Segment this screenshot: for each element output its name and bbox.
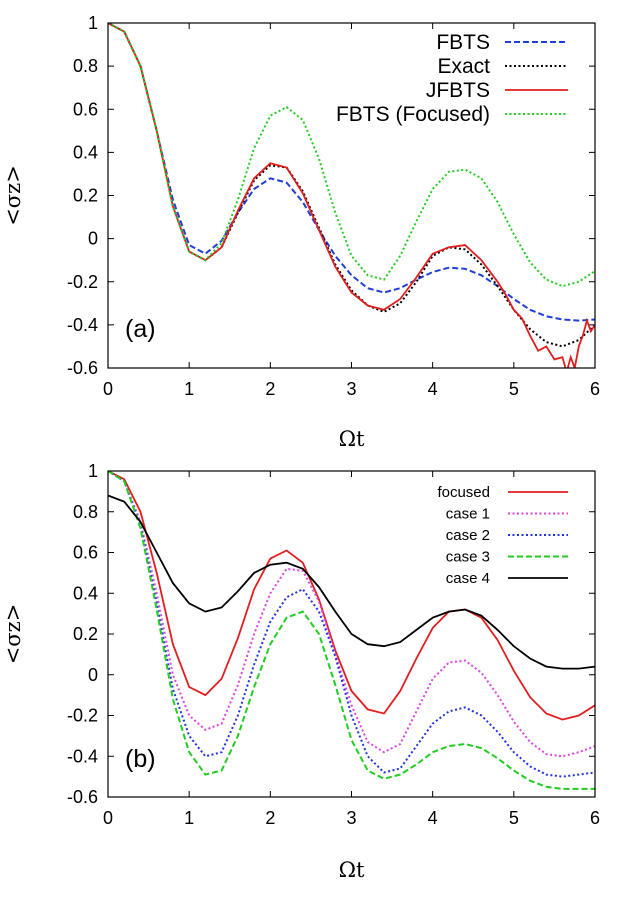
y-tick-label: 0 [88,665,98,685]
x-tick-label: 1 [184,379,194,399]
x-tick-label: 5 [509,808,519,828]
series-line-fbts-focused [108,23,595,288]
plot-frame [107,22,596,369]
series-line-case-4 [108,494,595,670]
x-tick-label: 3 [346,379,356,399]
x-tick-label: 6 [590,808,600,828]
y-tick-label: 0 [88,229,98,249]
legend-label: FBTS [436,31,490,54]
series-line-case-1 [108,471,595,758]
x-tick-label: 6 [590,379,600,399]
x-tick-label: 0 [103,379,113,399]
y-tick-label: 1 [88,461,98,481]
panel-a: 0 1 2 3 4 5 6 -0.6 -0.4 -0.2 0 0.2 0.4 0.6 0.8 1 FBTSExa… [1,13,600,451]
legend-label: Exact [437,55,490,78]
y-tick-label: -0.4 [67,746,98,766]
x-tick-label: 4 [428,379,438,399]
y-tick-label: 0.4 [73,583,98,603]
series-line-fbts [108,23,595,322]
y-tick-label: 1 [88,13,98,33]
series-line-case-3 [108,471,595,790]
y-tick-label: 0.8 [73,56,98,76]
y-axis-label: <σz> [1,165,25,226]
x-tick-label: 2 [265,808,275,828]
y-axis-label: <σz> [1,604,25,665]
x-tick-label: 0 [103,808,113,828]
y-tick-label: 0.8 [73,502,98,522]
series-line-jfbts [108,23,595,368]
y-tick-label: -0.4 [67,315,98,335]
legend-label: case 1 [446,506,490,523]
y-tick-label: 0.4 [73,142,98,162]
x-axis-label: Ωt [339,427,365,451]
legend-label: focused [437,484,490,501]
y-tick-label: -0.2 [67,272,98,292]
series-line-focused [108,471,595,721]
panel-label: (b) [125,745,156,773]
series-line-exact [108,23,595,348]
legend-label: case 4 [446,570,490,587]
x-tick-label: 1 [184,808,194,828]
x-tick-label: 5 [509,379,519,399]
y-tick-label: -0.2 [67,706,98,726]
y-tick-label: -0.6 [67,358,98,378]
x-tick-label: 4 [428,808,438,828]
y-tick-label: 0.2 [73,624,98,644]
y-tick-label: 0.6 [73,543,98,563]
y-tick-label: 0.6 [73,99,98,119]
y-tick-label: -0.6 [67,787,98,807]
panel-b: 0 1 2 3 4 5 6 -0.6 -0.4 -0.2 0 0.2 0.4 0.6 0.8 1 focused… [1,461,600,882]
legend-label: case 2 [446,527,490,544]
series-line-case-2 [108,471,595,778]
panel-label: (a) [125,315,156,343]
legend-label: JFBTS [426,79,490,102]
legend-label: FBTS (Focused) [336,103,490,126]
legend-label: case 3 [446,549,490,566]
x-tick-label: 2 [265,379,275,399]
plot-frame [107,470,596,798]
y-tick-label: 0.2 [73,186,98,206]
x-tick-label: 3 [346,808,356,828]
x-axis-label: Ωt [339,858,365,882]
